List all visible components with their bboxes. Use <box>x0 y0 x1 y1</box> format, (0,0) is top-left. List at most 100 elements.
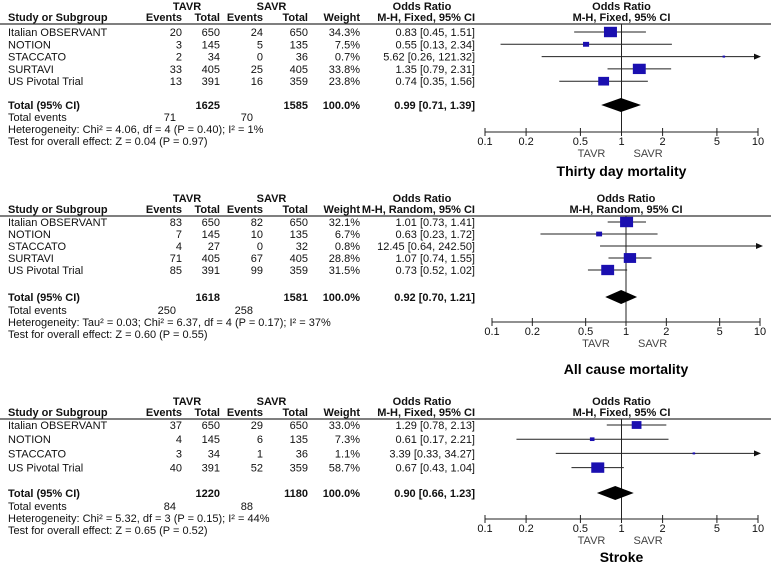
overall-effect-test: Test for overall effect: Z = 0.04 (P = 0… <box>8 136 208 148</box>
group-header-tavr: TAVR <box>173 193 201 205</box>
study-column-header: Study or Subgroup <box>8 407 108 419</box>
savr-events-header: Events <box>227 407 263 419</box>
tavr-events: 40 <box>170 463 182 475</box>
or-column-title: Odds Ratio <box>393 396 452 408</box>
total-row: Total (95% CI) 1625 1585 100.0% 0.99 [0.71, … <box>8 98 642 112</box>
study-weight: 23.8% <box>329 76 360 88</box>
favours-tavr-label: TAVR <box>578 535 606 547</box>
study-name: STACCATO <box>8 52 67 64</box>
tavr-events: 20 <box>170 27 182 39</box>
savr-total-header: Total <box>283 204 308 216</box>
study-name: STACCATO <box>8 241 67 253</box>
tavr-total-header: Total <box>195 12 220 24</box>
total-weight: 100.0% <box>323 100 361 112</box>
savr-events: 29 <box>251 420 263 432</box>
savr-total: 135 <box>290 434 308 446</box>
study-odds-ratio: 1.29 [0.78, 2.13] <box>395 420 475 432</box>
or-method-header: M-H, Fixed, 95% CI <box>377 407 475 419</box>
or-method-header: M-H, Random, 95% CI <box>362 204 475 216</box>
tavr-total: 34 <box>208 52 220 64</box>
savr-events: 0 <box>257 241 263 253</box>
x-tick-label: 0.2 <box>525 326 540 338</box>
study-name: Italian OBSERVANT <box>8 217 108 229</box>
savr-events: 1 <box>257 448 263 460</box>
savr-total: 650 <box>290 27 308 39</box>
tavr-total: 650 <box>202 217 220 229</box>
study-odds-ratio: 0.73 [0.52, 1.02] <box>395 265 475 277</box>
x-tick-label: 0.5 <box>573 523 588 535</box>
x-tick-label: 0.5 <box>578 326 593 338</box>
tavr-events-header: Events <box>146 12 182 24</box>
tavr-total: 391 <box>202 463 220 475</box>
study-weight: 7.5% <box>335 39 360 51</box>
tavr-events: 85 <box>170 265 182 277</box>
point-estimate-square <box>591 462 605 473</box>
study-name: US Pivotal Trial <box>8 463 83 475</box>
x-tick-label: 5 <box>714 136 720 148</box>
total-row: Total (95% CI) 1220 1180 100.0% 0.90 [0.66, … <box>8 486 634 500</box>
group-header-tavr: TAVR <box>173 396 201 408</box>
x-tick-label: 10 <box>752 136 764 148</box>
study-row: US Pivotal Trial 13 391 16 359 23.8% 0.74 [0.3… <box>8 76 648 88</box>
weight-header: Weight <box>324 407 361 419</box>
tavr-total: 650 <box>202 27 220 39</box>
tavr-events: 83 <box>170 217 182 229</box>
savr-total: 36 <box>296 448 308 460</box>
study-odds-ratio: 0.61 [0.17, 2.21] <box>395 434 475 446</box>
tavr-total-header: Total <box>195 407 220 419</box>
panel-title: Stroke <box>600 549 644 565</box>
plot-method-header: M-H, Fixed, 95% CI <box>573 407 671 419</box>
study-odds-ratio: 0.83 [0.45, 1.51] <box>395 27 475 39</box>
study-row: US Pivotal Trial 85 391 99 359 31.5% 0.73 [0.5… <box>8 264 628 277</box>
study-odds-ratio: 0.67 [0.43, 1.04] <box>395 463 475 475</box>
savr-total-events: 258 <box>235 305 253 317</box>
ci-overflow-arrow <box>754 53 761 60</box>
study-weight: 7.3% <box>335 434 360 446</box>
study-odds-ratio: 1.35 [0.79, 2.31] <box>395 64 475 76</box>
study-name: STACCATO <box>8 448 67 460</box>
savr-total-sum: 1585 <box>284 100 308 112</box>
point-estimate-square <box>603 26 617 38</box>
study-weight: 32.1% <box>329 217 360 229</box>
savr-total: 135 <box>290 39 308 51</box>
study-name: SURTAVI <box>8 64 54 76</box>
savr-total-events: 88 <box>241 501 253 513</box>
study-odds-ratio: 5.62 [0.26, 121.32] <box>383 52 475 64</box>
forest-panel-3: TAVR SAVR Odds Ratio Study or Subgroup Event… <box>0 396 771 565</box>
weight-header: Weight <box>324 204 361 216</box>
study-odds-ratio: 1.07 [0.74, 1.55] <box>395 253 475 265</box>
savr-events-header: Events <box>227 12 263 24</box>
study-row: US Pivotal Trial 40 391 52 359 58.7% 0.67 [0.4… <box>8 462 624 475</box>
weight-header: Weight <box>324 12 361 24</box>
x-tick-label: 10 <box>754 326 766 338</box>
savr-total: 405 <box>290 253 308 265</box>
total-label: Total (95% CI) <box>8 292 80 304</box>
ci-overflow-arrow <box>756 243 763 249</box>
study-name: NOTION <box>8 39 51 51</box>
tavr-total-events: 250 <box>158 305 176 317</box>
study-name: SURTAVI <box>8 253 54 265</box>
savr-events: 16 <box>251 76 263 88</box>
tavr-events: 4 <box>176 241 182 253</box>
tavr-events-header: Events <box>146 204 182 216</box>
savr-events: 25 <box>251 64 263 76</box>
x-tick-label: 0.2 <box>518 136 533 148</box>
study-weight: 0.7% <box>335 52 360 64</box>
point-estimate-square <box>620 216 634 228</box>
pooled-odds-ratio: 0.99 [0.71, 1.39] <box>394 100 475 112</box>
study-weight: 33.8% <box>329 64 360 76</box>
study-row: SURTAVI 71 405 67 405 28.8% 1.07 [0.74, 1.55] <box>8 253 652 265</box>
favours-savr-label: SAVR <box>638 338 667 350</box>
point-estimate-square <box>596 231 603 237</box>
plot-method-header: M-H, Random, 95% CI <box>569 204 682 216</box>
pooled-diamond <box>605 290 638 304</box>
total-weight: 100.0% <box>323 488 361 500</box>
study-row: STACCATO 4 27 0 32 0.8% 12.45 [0.64, 242.50] <box>8 241 763 253</box>
savr-total: 359 <box>290 463 308 475</box>
tavr-events: 7 <box>176 229 182 241</box>
heterogeneity-stats: Heterogeneity: Chi² = 4.06, df = 4 (P = … <box>8 124 264 136</box>
tavr-events: 2 <box>176 52 182 64</box>
x-tick-label: 1 <box>623 326 629 338</box>
study-row: Italian OBSERVANT 83 650 82 650 32.1% 1.01 [0.… <box>8 216 646 229</box>
x-tick-label: 0.1 <box>477 136 492 148</box>
